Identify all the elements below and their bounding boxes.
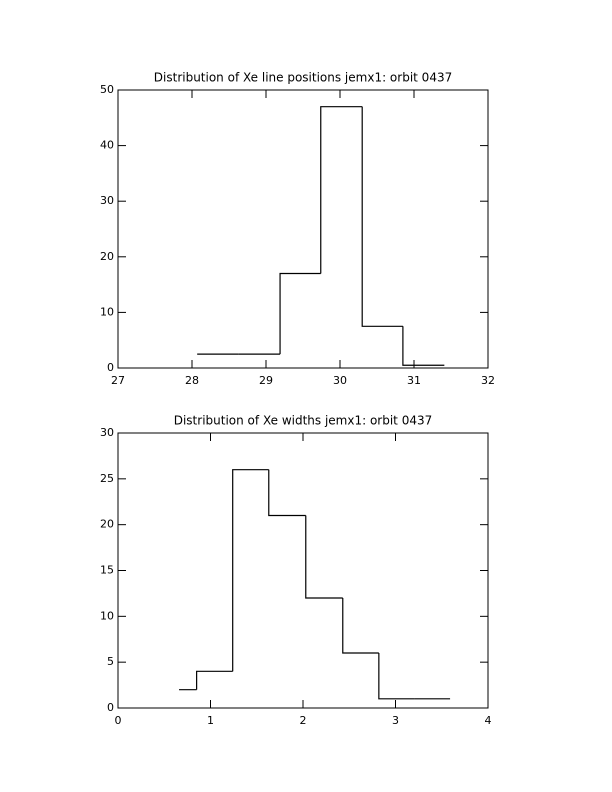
histogram-bin [402,326,445,366]
x-tick-label: 30 [333,374,347,387]
y-tick-label: 0 [107,361,114,374]
x-tick-label: 31 [407,374,421,387]
x-tick-label: 2 [300,714,307,727]
histogram-bin [279,272,321,355]
chart-title: Distribution of Xe line positions jemx1:… [154,71,452,85]
plot-frame [117,89,489,369]
histogram-bin [305,515,343,599]
y-tick-label: 30 [100,426,114,439]
x-tick-label: 3 [392,714,399,727]
y-tick-label: 40 [100,139,114,152]
histogram-bin [378,653,415,700]
chart-title: Distribution of Xe widths jemx1: orbit 0… [174,414,433,428]
histogram-bin [342,598,379,654]
y-tick-label: 30 [100,194,114,207]
y-tick-label: 50 [100,83,114,96]
x-tick-label: 32 [481,374,495,387]
x-tick-label: 0 [115,714,122,727]
y-tick-label: 10 [100,305,114,318]
y-tick-label: 15 [100,564,114,577]
histogram-bin [268,469,306,517]
x-tick-label: 4 [485,714,492,727]
x-tick-label: 27 [111,374,125,387]
histogram-bin [196,670,233,690]
histogram-bin [232,469,269,672]
plot-frame [117,432,489,709]
histogram-bin [361,106,403,327]
y-tick-label: 10 [100,609,114,622]
y-tick-label: 20 [100,250,114,263]
x-tick-label: 29 [259,374,273,387]
y-tick-label: 0 [107,701,114,714]
x-tick-label: 1 [207,714,214,727]
y-tick-label: 20 [100,518,114,531]
x-tick-label: 28 [185,374,199,387]
y-tick-label: 5 [107,655,114,668]
histogram-bin [320,106,363,274]
y-tick-label: 25 [100,472,114,485]
